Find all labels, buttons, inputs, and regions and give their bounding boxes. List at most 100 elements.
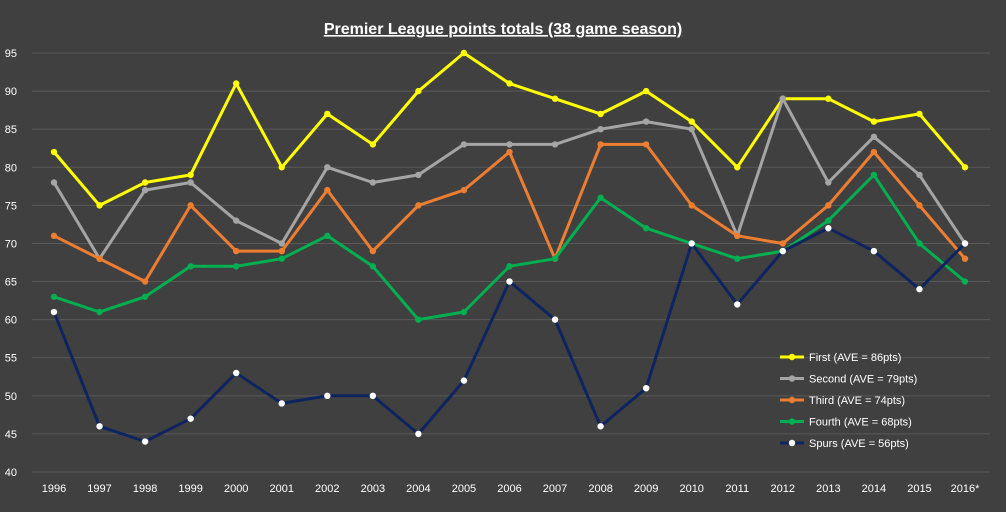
data-point	[141, 278, 149, 285]
data-point	[324, 110, 331, 118]
data-point	[187, 263, 194, 270]
legend-label: Spurs (AVE = 56pts)	[809, 438, 909, 450]
data-point	[642, 118, 650, 125]
data-point	[278, 240, 285, 247]
data-point	[597, 423, 604, 430]
y-tick-label: 65	[5, 277, 17, 289]
data-point	[961, 278, 969, 285]
data-point	[779, 247, 786, 255]
legend-item: Fourth (AVE = 68pts)	[780, 417, 912, 429]
data-point	[369, 141, 377, 148]
series-lines	[50, 49, 969, 445]
data-point	[233, 263, 240, 270]
data-point	[233, 217, 240, 224]
x-tick-label: 2004	[406, 483, 430, 495]
data-point	[688, 240, 695, 247]
legend-label: Third (AVE = 74pts)	[809, 395, 905, 407]
data-point	[460, 308, 468, 316]
data-point	[642, 141, 650, 148]
data-point	[597, 194, 604, 201]
data-point	[825, 95, 832, 102]
data-point	[415, 87, 422, 95]
data-point	[506, 141, 513, 148]
data-point	[187, 202, 194, 209]
legend-marker	[788, 375, 796, 382]
x-tick-label: 2000	[224, 483, 248, 495]
x-tick-label: 1998	[133, 483, 157, 495]
legend: First (AVE = 86pts) Second (AVE = 79pts) T…	[780, 352, 917, 450]
x-tick-label: 2006	[497, 483, 521, 495]
x-tick-label: 2014	[862, 483, 886, 495]
legend-marker	[788, 396, 796, 404]
data-point	[597, 141, 604, 148]
data-point	[96, 202, 103, 209]
data-point	[734, 164, 741, 171]
data-point	[324, 164, 331, 171]
series-5	[50, 225, 969, 445]
legend-marker	[788, 418, 796, 425]
data-point	[734, 255, 741, 262]
y-tick-label: 85	[5, 124, 17, 136]
x-axis-ticks: 1996 1997 1998 1999 2000 2001 2002 2003 2004 2005…	[42, 483, 980, 495]
data-point	[278, 247, 285, 255]
data-point	[278, 164, 285, 171]
data-point	[506, 148, 513, 156]
y-tick-label: 60	[5, 315, 17, 327]
data-point	[460, 186, 468, 194]
data-point	[597, 110, 604, 118]
data-point	[50, 293, 58, 300]
data-point	[187, 415, 194, 422]
legend-marker	[788, 439, 796, 447]
y-tick-label: 80	[5, 162, 17, 174]
data-point	[642, 225, 650, 232]
y-tick-label: 40	[5, 467, 17, 479]
legend-item: Spurs (AVE = 56pts)	[780, 438, 909, 450]
data-point	[688, 118, 695, 125]
y-tick-label: 50	[5, 391, 17, 403]
data-point	[961, 164, 969, 171]
data-point	[916, 202, 923, 209]
data-point	[50, 308, 58, 316]
x-tick-label: 2010	[679, 483, 703, 495]
data-point	[187, 171, 194, 179]
data-point	[50, 179, 58, 186]
legend-label: Second (AVE = 79pts)	[809, 374, 917, 386]
chart-title: Premier League points totals (38 game se…	[324, 21, 682, 38]
data-point	[825, 202, 832, 209]
data-point	[369, 263, 377, 270]
data-point	[460, 141, 468, 148]
x-tick-label: 2005	[452, 483, 476, 495]
y-tick-label: 70	[5, 238, 17, 250]
y-tick-label: 55	[5, 353, 17, 365]
data-point	[415, 430, 422, 438]
data-point	[870, 118, 878, 125]
data-point	[642, 87, 650, 95]
legend-label: First (AVE = 86pts)	[809, 352, 901, 364]
y-tick-label: 95	[5, 48, 17, 60]
data-point	[825, 225, 832, 232]
data-point	[415, 316, 422, 323]
data-point	[141, 438, 149, 445]
data-point	[961, 240, 969, 247]
y-tick-label: 75	[5, 200, 17, 212]
data-point	[825, 179, 832, 186]
data-point	[642, 385, 650, 392]
data-point	[415, 202, 422, 209]
data-point	[916, 240, 923, 247]
data-point	[141, 293, 149, 300]
data-point	[233, 247, 240, 255]
x-tick-label: 2011	[725, 483, 749, 495]
data-point	[278, 400, 285, 407]
data-point	[324, 232, 331, 240]
x-tick-label: 2003	[361, 483, 385, 495]
data-point	[460, 49, 468, 57]
data-point	[96, 308, 103, 316]
data-point	[369, 179, 377, 186]
data-point	[187, 179, 194, 186]
x-tick-label: 2002	[315, 483, 339, 495]
data-point	[369, 392, 377, 400]
data-point	[870, 148, 878, 156]
data-point	[233, 80, 240, 87]
series-4	[50, 171, 969, 323]
data-point	[688, 202, 695, 209]
